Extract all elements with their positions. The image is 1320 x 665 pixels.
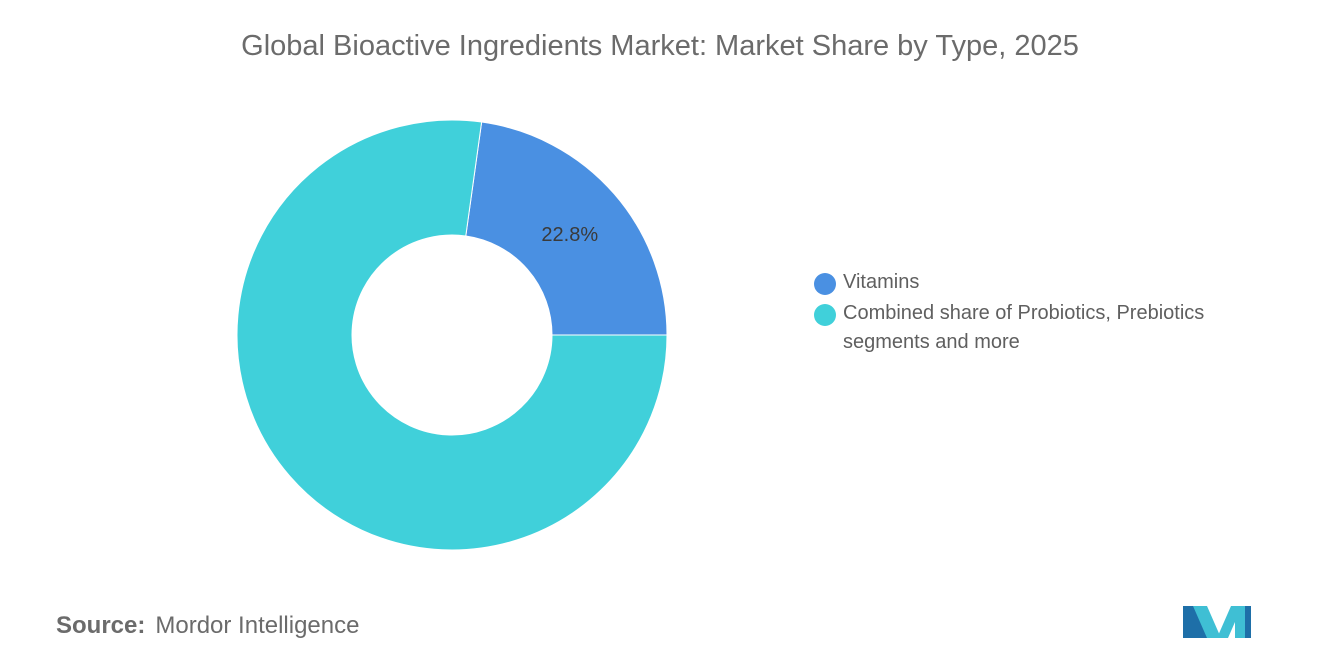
legend-marker	[814, 304, 836, 326]
logo-right-shape	[1217, 606, 1245, 638]
source-label: Source:	[56, 612, 146, 639]
legend-label: Combined share of Probiotics, Prebiotics…	[843, 302, 1205, 353]
logo-middle-shape	[1193, 606, 1221, 638]
legend-marker	[814, 273, 836, 295]
source-line: Source: Mordor Intelligence	[56, 612, 359, 640]
donut-slice-2	[236, 119, 668, 551]
legend-label: Vitamins	[843, 271, 920, 293]
legend-item: Combined share of Probiotics, Prebiotics…	[814, 302, 1274, 357]
mordor-intelligence-logo	[1183, 606, 1251, 638]
chart-legend: Vitamins Combined share of Probiotics, Pr…	[814, 271, 1274, 363]
legend-item: Vitamins	[814, 271, 1274, 297]
logo-right-bar	[1245, 606, 1251, 638]
source-text: Mordor Intelligence	[155, 612, 360, 639]
slice-data-label: 22.8%	[541, 224, 598, 246]
chart-title: Global Bioactive Ingredients Market: Mar…	[241, 30, 1079, 62]
donut-slice-1	[465, 121, 668, 336]
